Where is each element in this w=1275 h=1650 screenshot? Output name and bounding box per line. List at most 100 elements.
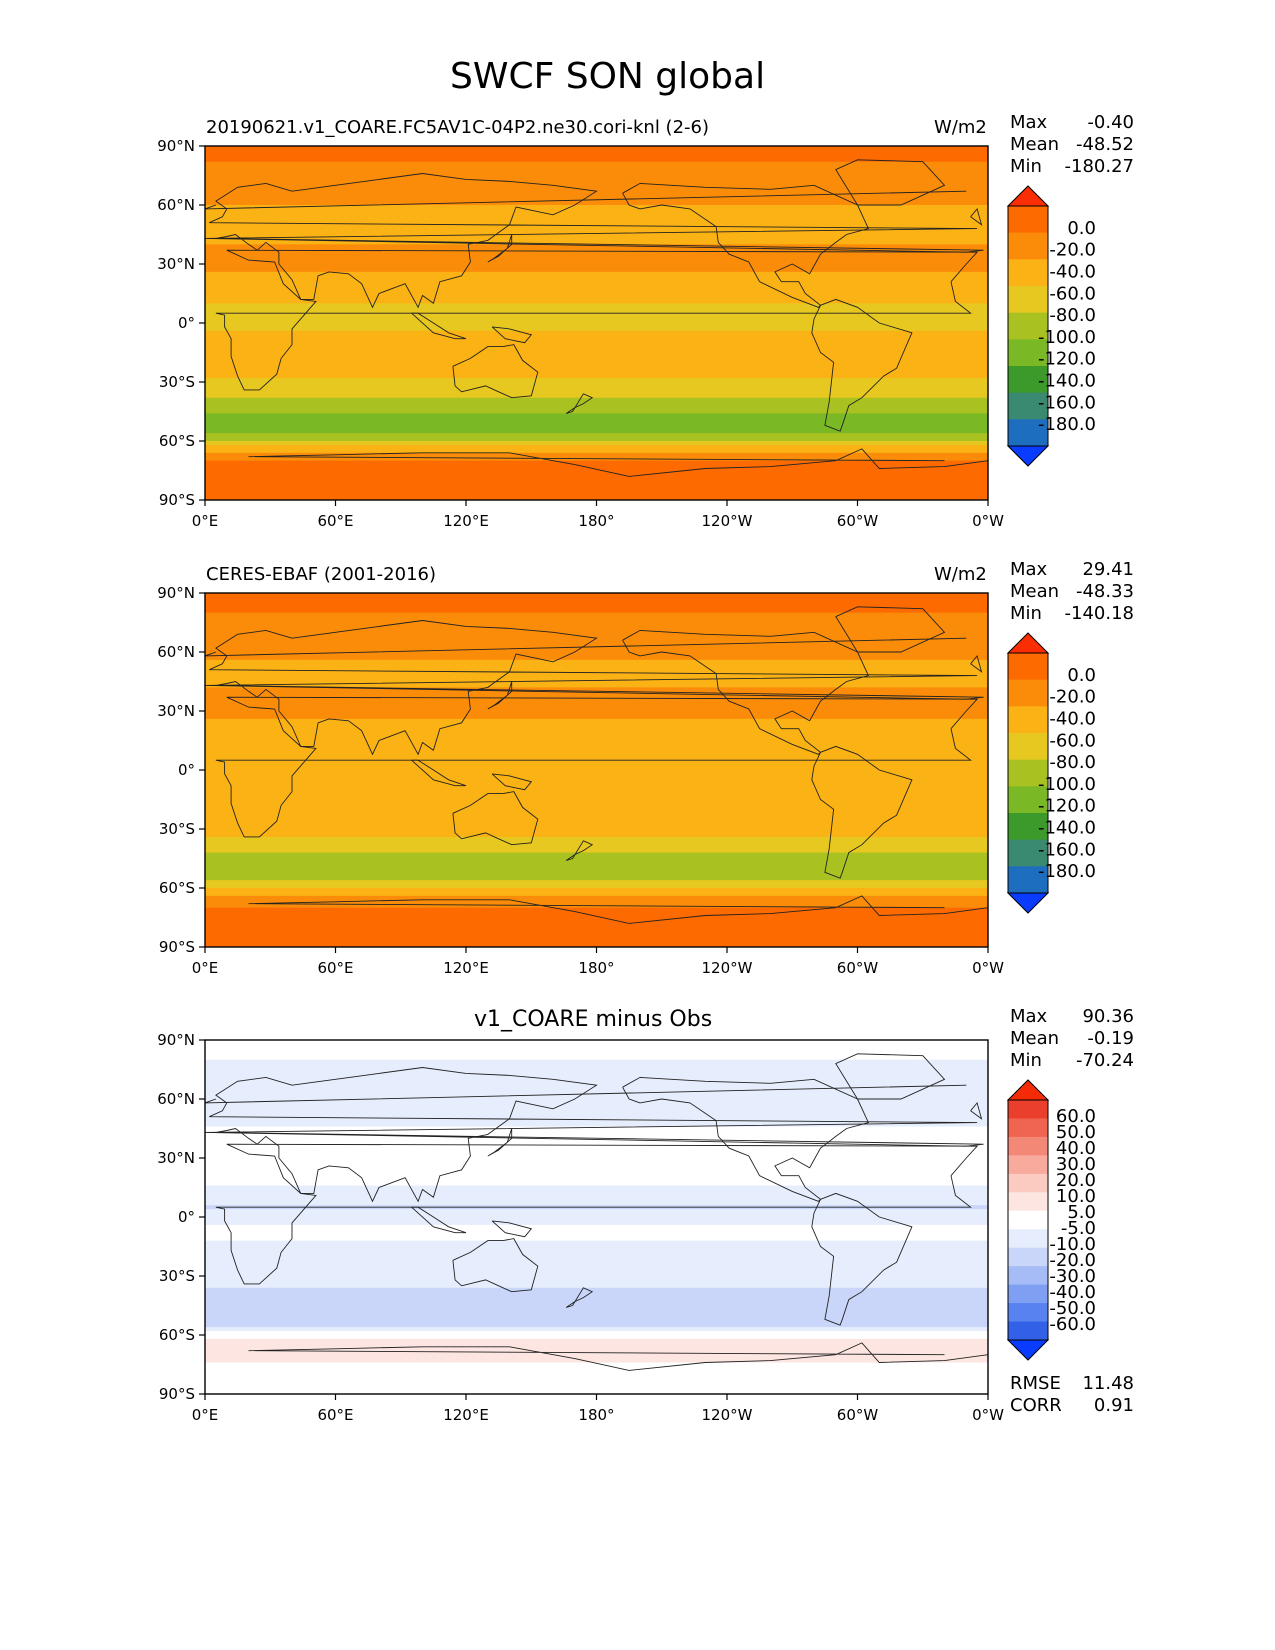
field-band [205, 825, 988, 830]
field-band [205, 326, 988, 332]
field-band [205, 362, 988, 367]
field-band [205, 425, 988, 430]
colorbar-label: 0.0 [1067, 218, 1096, 239]
colorbar-swatch [1008, 679, 1048, 707]
field-band [205, 754, 988, 759]
panel-diff-metrics: RMSE 11.48 CORR 0.91 [1010, 1373, 1134, 1417]
field-band [205, 711, 988, 716]
field-band [205, 876, 988, 881]
y-tick-label: 60°N [157, 1090, 195, 1108]
panel-obs-stats: Max 29.41 Mean -48.33 Min -140.18 [1010, 559, 1134, 625]
field-band [205, 1279, 988, 1285]
colorbar-swatch [1008, 339, 1048, 367]
field-band [205, 1256, 988, 1261]
field-band [205, 652, 988, 657]
x-tick-label: 0°W [972, 959, 1004, 977]
field-band [205, 256, 988, 261]
colorbar-label: 0.0 [1067, 665, 1096, 686]
field-band [205, 773, 988, 779]
colorbar-label: -160.0 [1038, 392, 1096, 413]
field-band [205, 1248, 988, 1253]
field-band [205, 663, 988, 669]
field-band [205, 659, 988, 665]
x-tick-label: 120°E [443, 512, 489, 530]
field-band [205, 1217, 988, 1222]
coastline [248, 895, 988, 924]
field-band [205, 1283, 988, 1289]
coastline [205, 190, 967, 210]
field-band [205, 448, 988, 454]
field-band [205, 1240, 988, 1246]
stat-min-value: -70.24 [1075, 1050, 1134, 1071]
field-band [205, 888, 988, 893]
field-band [205, 750, 988, 755]
field-band [205, 476, 988, 481]
stat-max-label: Max [1010, 112, 1048, 133]
field-band [205, 228, 988, 234]
field-band [205, 224, 988, 230]
colorbar-swatch [1008, 419, 1048, 447]
x-tick-label: 0°W [972, 1406, 1004, 1424]
colorbar-label: -80.0 [1049, 305, 1096, 326]
field-band [205, 1244, 988, 1250]
colorbar-extend-top [1006, 185, 1050, 207]
coastline [205, 1067, 984, 1203]
colorbar-label: 50.0 [1056, 1122, 1096, 1143]
coastline [835, 159, 946, 206]
field-band [205, 891, 988, 897]
field-band [205, 1130, 988, 1135]
field-band [205, 789, 988, 795]
field-band [205, 1051, 988, 1057]
field-band [205, 287, 988, 293]
field-band [205, 1158, 988, 1163]
coastline [835, 1053, 946, 1100]
field-band [205, 429, 988, 434]
y-tick-label: 90°N [157, 1032, 195, 1049]
field-band [205, 1264, 988, 1269]
field-band [205, 358, 988, 363]
x-tick-label: 180° [578, 512, 614, 530]
field-band [205, 722, 988, 728]
field-band [205, 1165, 988, 1171]
colorbar-extend-bottom [1006, 1339, 1050, 1361]
field-band [205, 1146, 988, 1151]
field-band [205, 852, 988, 858]
field-band [205, 781, 988, 787]
colorbar-swatch [1008, 392, 1048, 420]
colorbar-label: -40.0 [1049, 1282, 1096, 1303]
x-tick-label: 60°W [837, 1406, 879, 1424]
field-band [205, 868, 988, 873]
field-band [205, 1118, 988, 1124]
field-band [205, 1193, 988, 1198]
field-band [205, 417, 988, 422]
field-band [205, 770, 988, 775]
field-band [205, 1291, 988, 1297]
field-band [205, 1252, 988, 1257]
field-band [205, 679, 988, 685]
coastline [452, 344, 539, 399]
field-band [205, 1299, 988, 1305]
colorbar-swatch [1008, 366, 1048, 394]
field-band [205, 675, 988, 681]
field-band [205, 1169, 988, 1175]
stat-mean-label: Mean [1010, 581, 1060, 602]
field-band [205, 181, 988, 186]
field-band [205, 1260, 988, 1265]
field-band [205, 939, 988, 944]
coastline [970, 654, 983, 673]
field-band [205, 600, 988, 606]
y-tick-label: 90°N [157, 138, 195, 155]
coastline [411, 312, 467, 340]
panel-model-stats: Max -0.40 Mean -48.52 Min -180.27 [1010, 112, 1134, 178]
colorbar-swatch [1008, 813, 1048, 841]
x-tick-label: 0°E [192, 959, 219, 977]
coastline [970, 207, 983, 226]
field-band [205, 707, 988, 712]
colorbar-swatch [1008, 1100, 1048, 1119]
panel-diff-map: 0°E 60°E 120°E 180° 120°W 60°W 0°W 90°N 60°N 30°N… [157, 1032, 1004, 1424]
field-band [205, 632, 988, 637]
colorbar-swatch [1008, 1173, 1048, 1193]
field-band [205, 801, 988, 806]
colorbar-swatch [1008, 1284, 1048, 1304]
field-band [205, 699, 988, 704]
